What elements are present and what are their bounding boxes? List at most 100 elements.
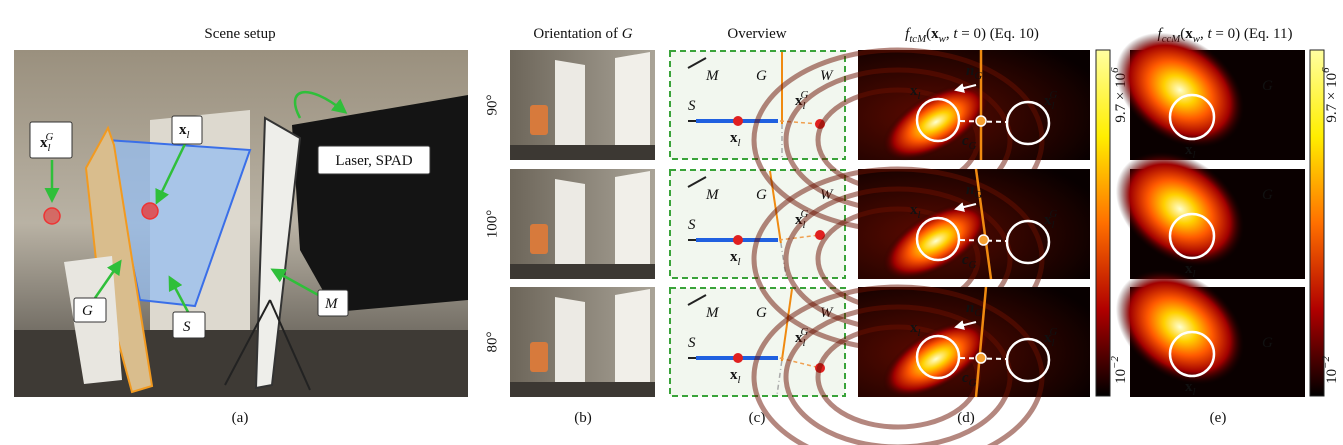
arrow	[93, 259, 122, 299]
math-part: G	[974, 70, 982, 82]
arrow	[293, 90, 348, 119]
dash	[959, 239, 1007, 242]
math-part: l	[1052, 100, 1055, 112]
circle	[1005, 337, 1051, 383]
math-part: x	[730, 130, 738, 146]
label: G	[1262, 335, 1273, 351]
label: G	[1262, 187, 1273, 203]
circle	[1168, 93, 1216, 141]
math-part: G	[82, 303, 93, 319]
math-part: x	[1185, 142, 1193, 158]
math-part: l	[1193, 386, 1196, 398]
blob	[882, 320, 990, 398]
blob	[1115, 151, 1245, 267]
math-part: G	[969, 140, 977, 152]
math-part: x	[1044, 330, 1052, 346]
math-part: (	[1180, 26, 1185, 42]
math-part: l	[803, 100, 806, 112]
label: xl	[730, 130, 741, 149]
math-part: x	[179, 122, 187, 138]
math-part: G	[46, 131, 54, 143]
arrow	[270, 268, 321, 298]
label-box	[172, 311, 206, 339]
math-part: W	[820, 68, 834, 84]
math-part: x	[795, 93, 803, 109]
label-box	[317, 145, 431, 175]
math-part: x	[1185, 261, 1193, 277]
math-part: c	[962, 370, 969, 386]
cloth	[292, 95, 468, 312]
math-part: 6	[1109, 67, 1121, 73]
circle	[915, 216, 961, 262]
math-part: G	[969, 377, 977, 389]
ring	[783, 304, 1013, 445]
panel	[555, 179, 585, 269]
math-part: G	[801, 326, 809, 338]
math-part: G	[1050, 208, 1058, 220]
label: xl	[179, 122, 190, 141]
blob	[1115, 269, 1245, 385]
label-box	[317, 289, 349, 317]
blob	[1115, 32, 1245, 148]
label-box	[171, 115, 203, 145]
label: S	[688, 98, 696, 114]
panel	[615, 171, 650, 273]
math-part: l	[803, 219, 806, 231]
panel-title: Scene setup	[204, 26, 275, 42]
label: G	[1262, 78, 1273, 94]
math-part: x	[1044, 212, 1052, 228]
label: cG	[962, 133, 977, 152]
math-part: (	[926, 26, 931, 42]
panel	[615, 52, 650, 154]
math-part: w	[1193, 33, 1201, 45]
occluder	[974, 168, 993, 280]
math-part: G	[756, 68, 767, 84]
colorbar-label: 9.7 × 106	[1320, 67, 1340, 123]
arrow	[168, 275, 190, 313]
math-part: = 0) (Eq. 10)	[957, 26, 1038, 42]
colorbar-label: 10−2	[1109, 356, 1129, 384]
mirror	[687, 176, 707, 188]
label: S	[688, 217, 696, 233]
panel-caption: (d)	[957, 410, 975, 426]
math-part: l	[918, 327, 921, 339]
label: xl	[730, 249, 741, 268]
label: xl	[1185, 379, 1196, 398]
math-part: x	[910, 320, 918, 336]
floor	[510, 382, 655, 397]
occluder	[780, 288, 793, 362]
point	[733, 235, 743, 245]
math-part: f	[905, 26, 911, 42]
mirror-m	[254, 116, 302, 390]
label-box	[73, 297, 107, 323]
math-part: x	[910, 83, 918, 99]
point	[733, 116, 743, 126]
math-part: G	[1050, 89, 1058, 101]
point	[975, 115, 987, 127]
point-marker	[141, 202, 159, 220]
math-part: −2	[1109, 356, 1121, 369]
math-part: G	[1262, 335, 1273, 351]
math-part: t	[953, 26, 958, 42]
mirror	[687, 294, 707, 306]
math-part: ,	[1200, 26, 1208, 42]
panel-title: Orientation of G	[533, 26, 632, 42]
panel-title: ftcM(xw, t = 0) (Eq. 10)	[905, 26, 1039, 45]
label: M	[705, 305, 720, 321]
block	[530, 105, 548, 135]
floor	[510, 145, 655, 160]
math-part: c	[962, 133, 969, 149]
label: G	[82, 303, 93, 319]
colorbar	[1309, 49, 1325, 397]
math-part: M	[705, 68, 720, 84]
normal	[954, 202, 977, 212]
math-part: l	[918, 90, 921, 102]
math-part: tcM	[909, 33, 927, 45]
panel	[615, 289, 650, 391]
math-part: S	[688, 98, 696, 114]
dash	[959, 120, 1007, 123]
math-part: l	[738, 256, 741, 268]
circle	[1005, 100, 1051, 146]
row-label: 80°	[484, 332, 500, 353]
